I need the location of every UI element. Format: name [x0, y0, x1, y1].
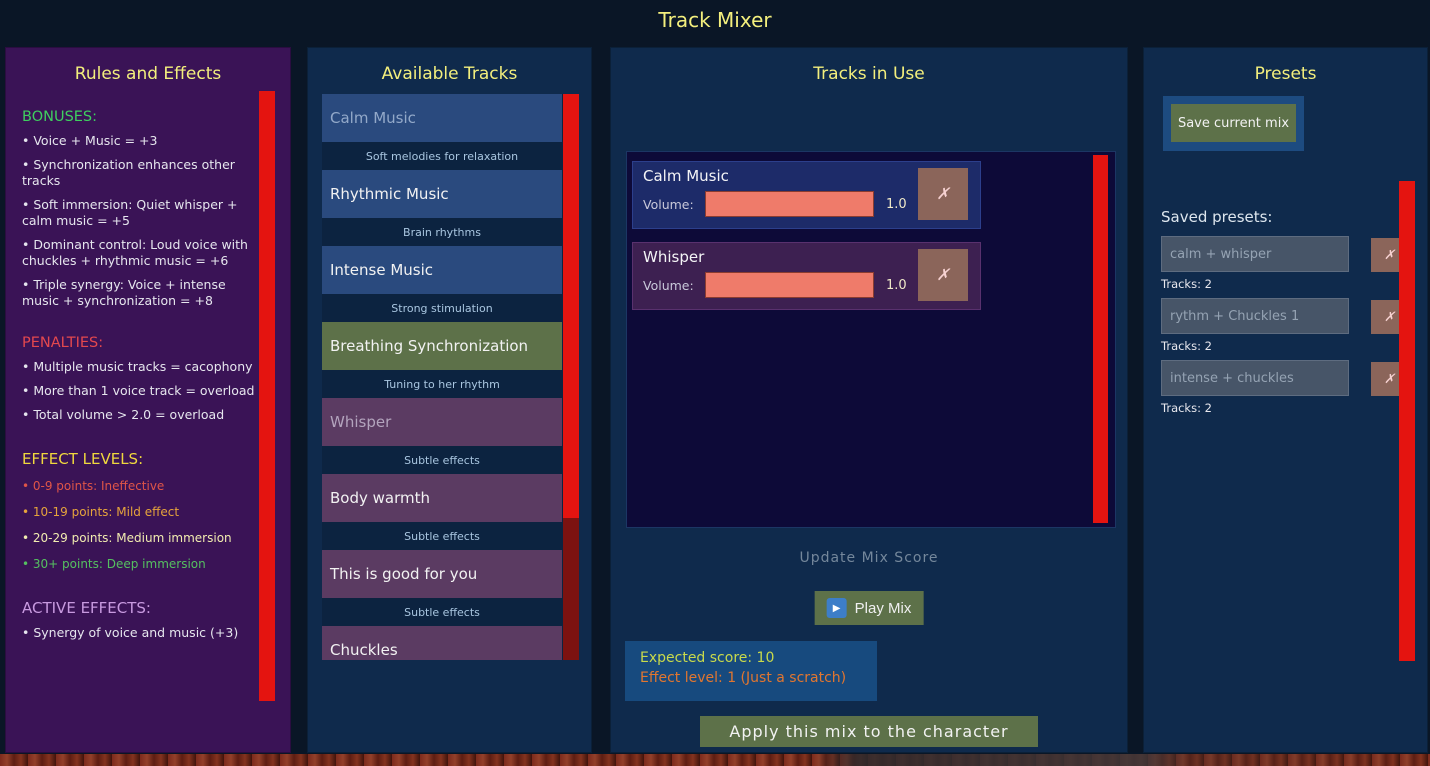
remove-track-button[interactable]: ✗ — [918, 168, 968, 220]
saved-presets-list: ✗ Tracks: 2 ✗ Tracks: 2 ✗ Tracks: 2 — [1161, 236, 1411, 422]
remove-track-button[interactable]: ✗ — [918, 249, 968, 301]
track-desc: Subtle effects — [404, 453, 480, 467]
track-button-breathing-synchronization[interactable]: Breathing Synchronization — [322, 322, 562, 370]
active-effects-heading: ACTIVE EFFECTS: — [22, 599, 151, 617]
bonus-item: • Triple synergy: Voice + intense music … — [22, 277, 226, 308]
volume-value: 1.0 — [886, 277, 907, 293]
saved-presets-heading: Saved presets: — [1161, 208, 1273, 226]
update-mix-score-button[interactable]: Update Mix Score — [799, 550, 939, 566]
preset-row: ✗ Tracks: 2 — [1161, 236, 1411, 298]
volume-slider[interactable] — [705, 272, 874, 298]
remove-icon: ✗ — [1384, 371, 1395, 386]
tracks-in-use-panel: Tracks in Use Clear All Calm Music Volum… — [610, 47, 1128, 753]
rules-panel-title: Rules and Effects — [74, 64, 222, 84]
tracks-in-use-title: Tracks in Use — [813, 64, 925, 84]
mix-list-scrollbar[interactable] — [1093, 155, 1108, 523]
volume-slider[interactable] — [705, 191, 874, 217]
track-button-calm-music[interactable]: Calm Music — [322, 94, 562, 142]
presets-title: Presets — [1254, 64, 1317, 84]
volume-label: Volume: — [643, 196, 694, 212]
mix-track-list: Calm Music Volume: 1.0 ✗ Whisper Volume:… — [626, 151, 1116, 528]
track-desc: Brain rhythms — [403, 225, 481, 239]
play-mix-label: Play Mix — [854, 599, 912, 617]
track-desc: Strong stimulation — [391, 301, 493, 315]
preset-track-count: Tracks: 2 — [1161, 339, 1212, 353]
effect-levels-heading: EFFECT LEVELS: — [22, 450, 144, 468]
app-title: Track Mixer — [658, 8, 772, 32]
presets-scrollbar[interactable] — [1399, 181, 1415, 661]
remove-icon: ✗ — [936, 267, 950, 284]
mix-card-calm-music: Calm Music Volume: 1.0 ✗ — [632, 161, 981, 229]
preset-track-count: Tracks: 2 — [1161, 401, 1212, 415]
volume-value: 1.0 — [886, 196, 907, 212]
effect-level-item: • 0-9 points: Ineffective — [22, 479, 165, 493]
track-desc: Subtle effects — [404, 605, 480, 619]
track-desc: Soft melodies for relaxation — [365, 149, 519, 163]
effect-level-text: Effect level: 1 (Just a scratch) — [640, 670, 847, 686]
penalty-item: • More than 1 voice track = overload — [22, 383, 255, 398]
available-tracks-title: Available Tracks — [381, 64, 518, 84]
preset-row: ✗ Tracks: 2 — [1161, 360, 1411, 422]
bonus-item: • Dominant control: Loud voice with chuc… — [22, 237, 248, 268]
effect-level-item: • 30+ points: Deep immersion — [22, 557, 206, 571]
presets-panel: Presets Save current mix Saved presets: … — [1143, 47, 1428, 753]
play-icon: ▶ — [826, 598, 847, 618]
track-button-this-is-good-for-you[interactable]: This is good for you — [322, 550, 562, 598]
rules-body: BONUSES: • Voice + Music = +3 • Synchron… — [6, 84, 264, 641]
save-current-mix-button[interactable]: Save current mix — [1171, 104, 1296, 142]
mix-track-name: Calm Music — [643, 167, 729, 185]
track-desc: Subtle effects — [404, 529, 480, 543]
apply-mix-button[interactable]: Apply this mix to the character — [700, 716, 1038, 747]
track-button-chuckles[interactable]: Chuckles — [322, 626, 562, 660]
rules-panel: Rules and Effects BONUSES: • Voice + Mus… — [5, 47, 291, 753]
expected-score-text: Expected score: 10 — [640, 650, 775, 666]
penalties-heading: PENALTIES: — [22, 335, 104, 351]
remove-icon: ✗ — [1384, 247, 1395, 262]
track-button-whisper[interactable]: Whisper — [322, 398, 562, 446]
desktop-wallpaper-strip — [0, 754, 1430, 766]
bonuses-heading: BONUSES: — [22, 109, 98, 125]
preset-name-input[interactable] — [1161, 236, 1349, 272]
save-button-focus-ring: Save current mix — [1163, 96, 1304, 151]
preset-name-input[interactable] — [1161, 298, 1349, 334]
remove-icon: ✗ — [936, 186, 950, 203]
available-tracks-list: Calm Music Soft melodies for relaxation … — [322, 94, 579, 660]
volume-label: Volume: — [643, 277, 694, 293]
rules-scrollbar[interactable] — [259, 91, 275, 701]
available-scrollbar-thumb[interactable] — [563, 94, 579, 518]
available-tracks-panel: Available Tracks Calm Music Soft melodie… — [307, 47, 592, 753]
bonus-item: • Soft immersion: Quiet whisper + calm m… — [22, 197, 238, 228]
preset-track-count: Tracks: 2 — [1161, 277, 1212, 291]
penalty-item: • Total volume > 2.0 = overload — [22, 407, 225, 422]
track-button-intense-music[interactable]: Intense Music — [322, 246, 562, 294]
bonus-item: • Voice + Music = +3 — [22, 133, 158, 148]
mix-card-whisper: Whisper Volume: 1.0 ✗ — [632, 242, 981, 310]
play-mix-button[interactable]: ▶ Play Mix — [814, 591, 924, 625]
score-box: Expected score: 10 Effect level: 1 (Just… — [625, 641, 877, 701]
track-button-rhythmic-music[interactable]: Rhythmic Music — [322, 170, 562, 218]
track-desc: Tuning to her rhythm — [384, 377, 500, 391]
remove-icon: ✗ — [1384, 309, 1395, 324]
bonus-item: • Synchronization enhances other tracks — [22, 157, 235, 188]
effect-level-item: • 10-19 points: Mild effect — [22, 505, 180, 519]
mix-track-name: Whisper — [643, 248, 705, 266]
active-effect-item: • Synergy of voice and music (+3) — [22, 625, 239, 640]
effect-level-item: • 20-29 points: Medium immersion — [22, 531, 232, 545]
track-button-body-warmth[interactable]: Body warmth — [322, 474, 562, 522]
penalty-item: • Multiple music tracks = cacophony — [22, 359, 253, 374]
preset-row: ✗ Tracks: 2 — [1161, 298, 1411, 360]
preset-name-input[interactable] — [1161, 360, 1349, 396]
